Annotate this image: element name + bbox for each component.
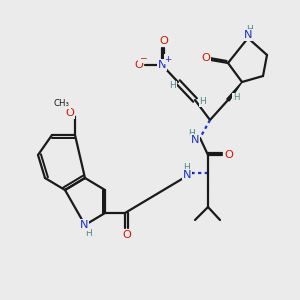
Text: H: H [247,25,254,34]
Text: O: O [66,108,74,118]
Text: H: H [233,94,239,103]
Polygon shape [227,82,242,101]
Text: N: N [244,30,252,40]
Text: H: H [85,229,92,238]
Text: H: H [169,82,176,91]
Text: H: H [189,128,195,137]
Text: O: O [135,60,143,70]
Text: H: H [200,98,206,106]
Text: −: − [139,53,147,62]
Text: +: + [164,55,172,64]
Text: N: N [158,60,166,70]
Text: O: O [202,53,210,63]
Text: N: N [183,170,191,180]
Text: O: O [160,36,168,46]
Text: O: O [225,150,233,160]
Text: O: O [123,230,131,240]
Text: H: H [184,163,190,172]
Text: N: N [191,135,199,145]
Text: N: N [80,220,88,230]
Text: CH₃: CH₃ [54,100,70,109]
